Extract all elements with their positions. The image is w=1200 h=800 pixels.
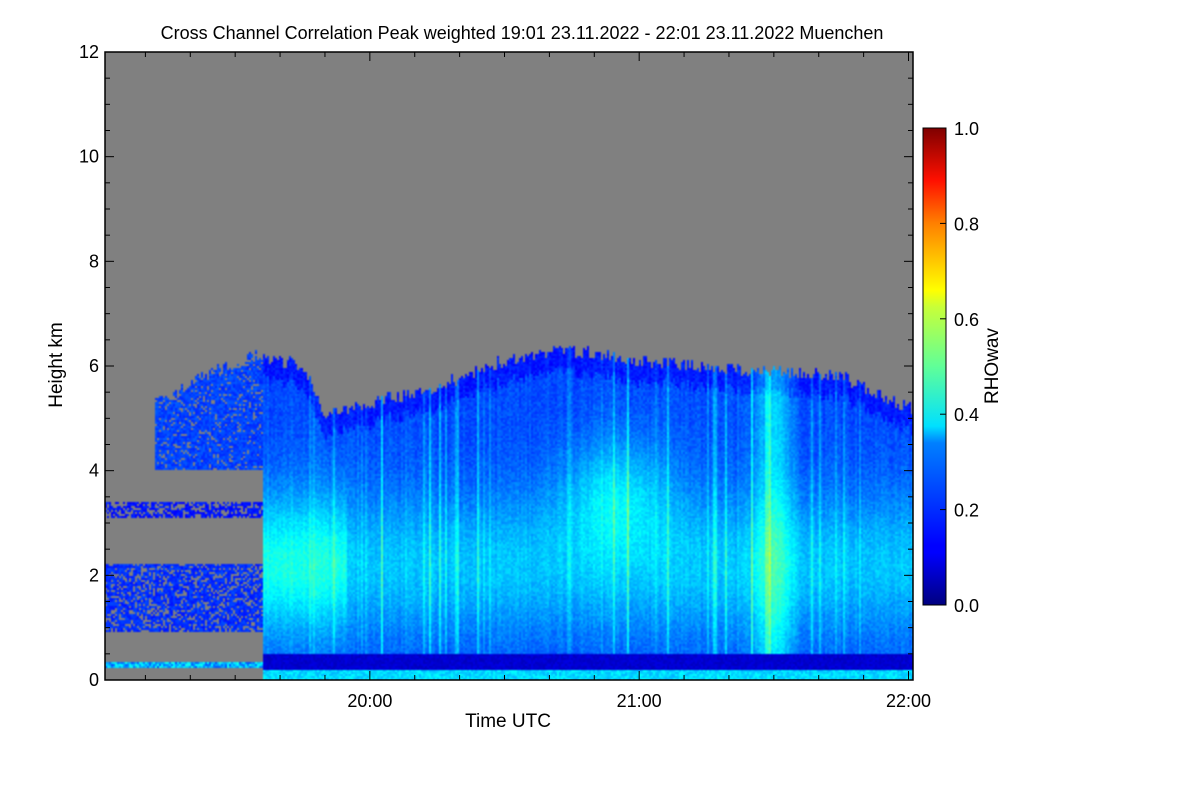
y-tick-label: 0: [89, 670, 99, 690]
colorbar-scale: [922, 127, 947, 606]
heatmap-image: [105, 52, 913, 680]
x-axis-label: Time UTC: [465, 711, 551, 732]
x-tick-label: 22:00: [886, 691, 931, 711]
colorbar-tick-label: 0.2: [954, 501, 979, 521]
colorbar-tick-label: 0.4: [954, 405, 979, 425]
colorbar-label: RHOwav: [982, 327, 1003, 404]
colorbar-tick-label: 0.6: [954, 310, 979, 330]
y-tick-label: 4: [89, 461, 99, 481]
colorbar-tick-label: 0.0: [954, 596, 979, 616]
colorbar-tick-label: 1.0: [954, 119, 979, 139]
colorbar-ticks: 0.0 0.2 0.4 0.6 0.8 1.0: [940, 119, 979, 616]
y-axis-label: Height km: [46, 322, 67, 408]
colorbar: 0.0 0.2 0.4 0.6 0.8 1.0 RHOwav: [922, 119, 1003, 616]
chart-title: Cross Channel Correlation Peak weighted …: [161, 23, 884, 43]
y-tick-label: 12: [79, 42, 99, 62]
plot-area: [104, 51, 914, 681]
x-axis: 20:00 21:00 22:00: [144, 52, 931, 711]
y-tick-label: 8: [89, 251, 99, 271]
colorbar-tick-label: 0.8: [954, 214, 979, 234]
x-tick-label: 21:00: [617, 691, 662, 711]
y-tick-label: 2: [89, 565, 99, 585]
y-tick-label: 10: [79, 147, 99, 167]
y-axis: 0 2 4 6 8 10 12: [79, 42, 913, 690]
x-tick-label: 20:00: [347, 691, 392, 711]
y-tick-label: 6: [89, 356, 99, 376]
